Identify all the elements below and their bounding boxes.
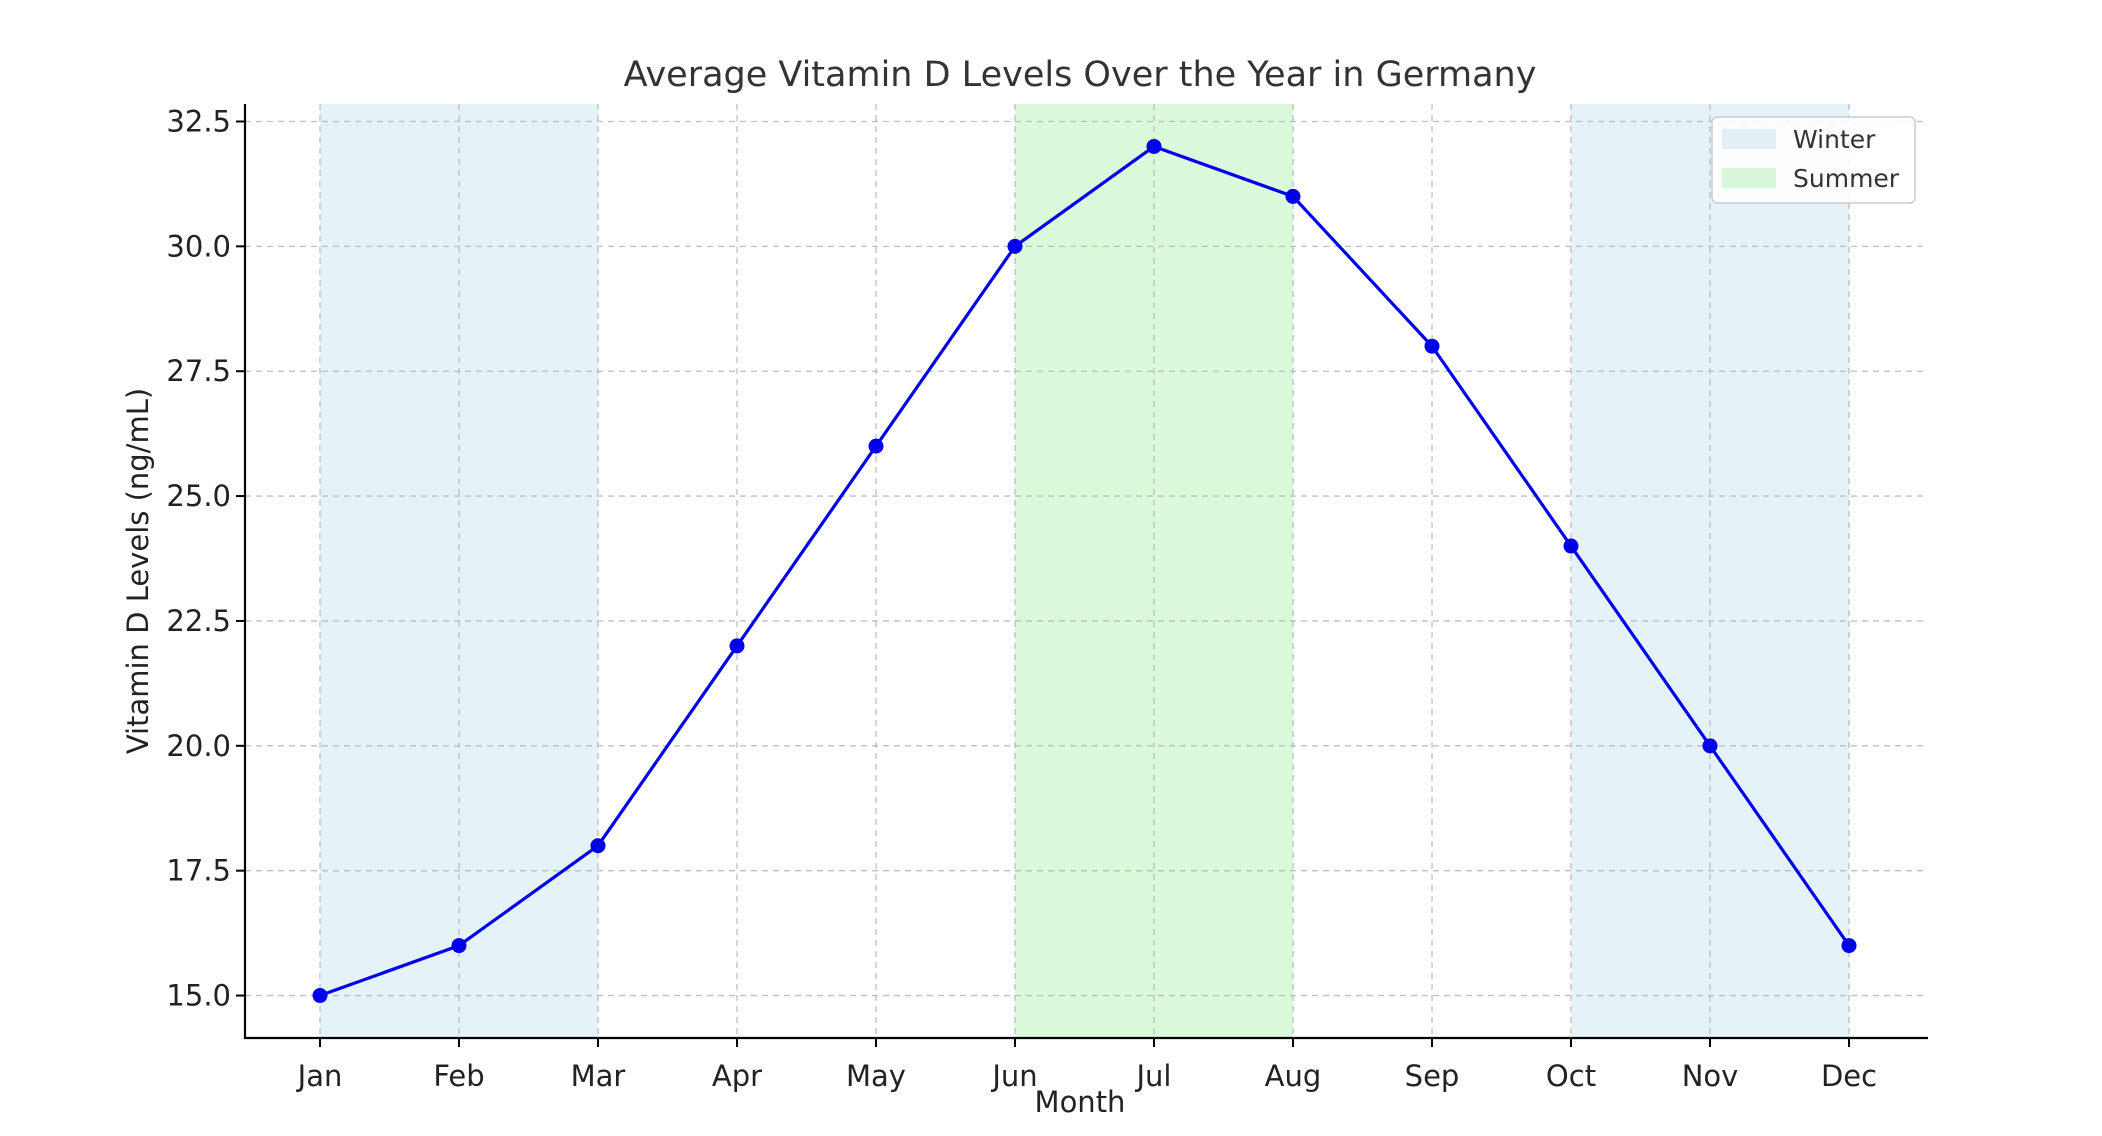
legend-label-summer: Summer xyxy=(1793,164,1900,193)
y-axis-label: Vitamin D Levels (ng/mL) xyxy=(121,388,155,754)
x-tick-label-feb: Feb xyxy=(433,1059,484,1093)
data-point-may xyxy=(868,438,884,454)
data-point-aug xyxy=(1285,188,1301,204)
x-tick-label-mar: Mar xyxy=(571,1059,626,1093)
data-point-nov xyxy=(1702,738,1718,754)
x-tick-label-jun: Jun xyxy=(990,1059,1037,1093)
y-tick-label-30.0: 30.0 xyxy=(166,229,231,263)
x-tick-label-sep: Sep xyxy=(1405,1059,1460,1093)
data-point-oct xyxy=(1563,538,1579,554)
data-point-mar xyxy=(590,838,606,854)
x-tick-label-jan: Jan xyxy=(296,1059,343,1093)
legend-box xyxy=(1711,116,1916,204)
y-tick-label-20.0: 20.0 xyxy=(166,729,231,763)
y-tick-label-32.5: 32.5 xyxy=(166,104,231,138)
data-point-jul xyxy=(1146,138,1162,154)
x-tick-label-nov: Nov xyxy=(1682,1059,1739,1093)
x-tick-label-dec: Dec xyxy=(1821,1059,1877,1093)
y-tick-label-15.0: 15.0 xyxy=(166,979,231,1013)
legend-swatch-winter xyxy=(1722,129,1776,149)
y-tick-label-27.5: 27.5 xyxy=(166,354,231,388)
legend-label-winter: Winter xyxy=(1793,125,1876,154)
x-tick-label-oct: Oct xyxy=(1546,1059,1596,1093)
data-point-feb xyxy=(451,938,467,954)
data-point-jan xyxy=(312,988,328,1004)
legend: Winter Summer xyxy=(1711,116,1916,204)
x-axis-label: Month xyxy=(1035,1085,1126,1119)
data-point-sep xyxy=(1424,338,1440,354)
y-tick-label-22.5: 22.5 xyxy=(166,604,231,638)
data-point-dec xyxy=(1841,938,1857,954)
series-line-0 xyxy=(319,144,1851,998)
y-tick-label-25.0: 25.0 xyxy=(166,479,231,513)
legend-swatch-summer xyxy=(1722,168,1776,188)
x-tick-label-aug: Aug xyxy=(1265,1059,1322,1093)
x-tick-label-may: May xyxy=(846,1059,906,1093)
x-tick-label-apr: Apr xyxy=(712,1059,762,1093)
data-point-apr xyxy=(729,638,745,654)
data-point-jun xyxy=(1007,238,1023,254)
x-tick-label-jul: Jul xyxy=(1135,1059,1172,1093)
chart-title: Average Vitamin D Levels Over the Year i… xyxy=(624,55,1537,95)
y-tick-label-17.5: 17.5 xyxy=(166,854,231,888)
